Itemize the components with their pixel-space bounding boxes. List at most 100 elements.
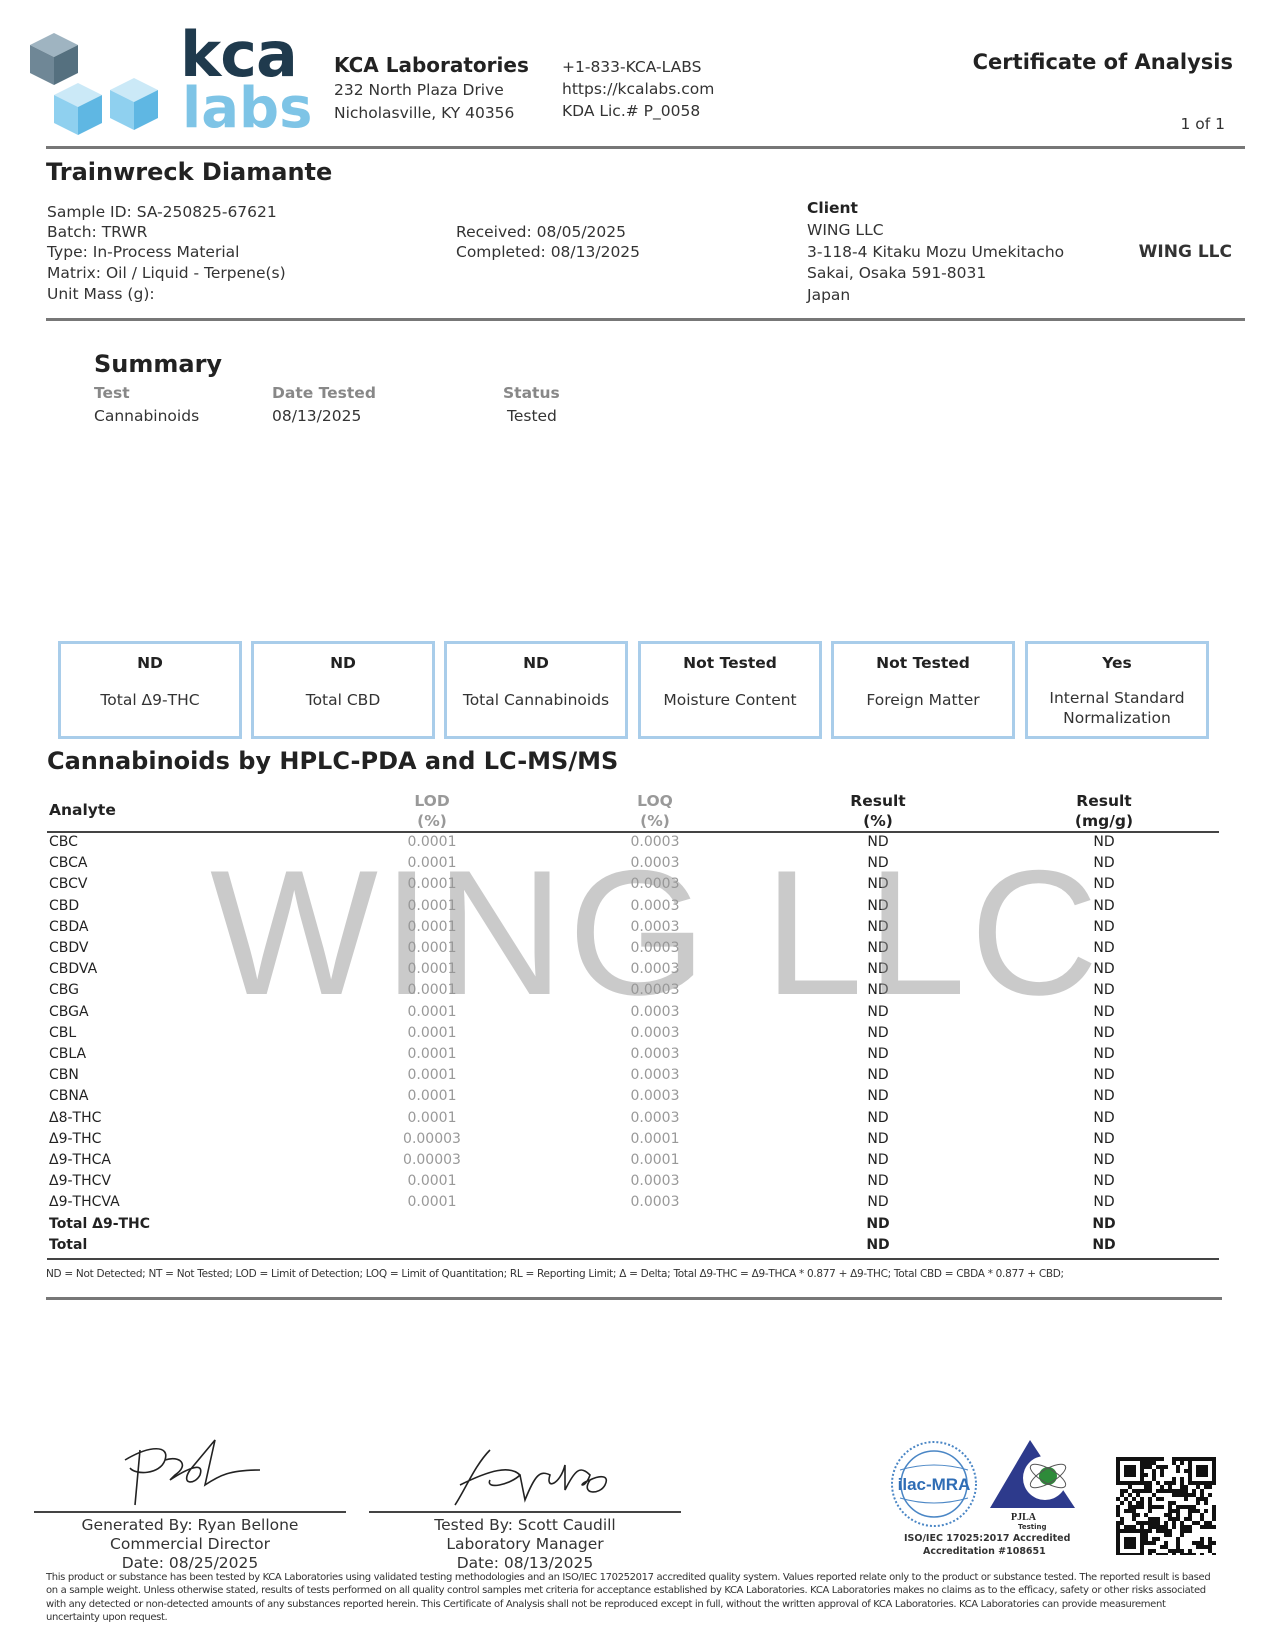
completed-date: Completed: 08/13/2025	[456, 243, 641, 261]
header-analyte: Analyte	[49, 801, 116, 819]
table-row: CBN 0.0001 0.0003 ND ND	[0, 1067, 1262, 1088]
signature-scott-caudill	[454, 1449, 608, 1506]
sample-type: Type: In-Process Material	[47, 243, 240, 261]
table-row: Δ9-THC 0.00003 0.0001 ND ND	[0, 1131, 1262, 1152]
page-number: 1 of 1	[1180, 115, 1225, 133]
client-label: Client	[807, 199, 858, 217]
disclaimer: This product or substance has been teste…	[46, 1572, 1211, 1624]
result-box-internal-standard: Yes Internal Standard Normalization	[1025, 641, 1209, 739]
cell-analyte: CBN	[49, 1067, 79, 1084]
qr-code-icon[interactable]	[1116, 1457, 1216, 1555]
table-row: CBL 0.0001 0.0003 ND ND	[0, 1025, 1262, 1046]
table-row: CBDVA 0.0001 0.0003 ND ND	[0, 961, 1262, 982]
cell-analyte: CBC	[49, 834, 78, 850]
table-row: Δ9-THCA 0.00003 0.0001 ND ND	[0, 1152, 1262, 1173]
result-box-foreign-matter: Not Tested Foreign Matter	[831, 641, 1015, 739]
cell-loq: 0.0003	[630, 1067, 680, 1084]
cell-result-pct: ND	[867, 1173, 889, 1190]
cell-loq: 0.0003	[630, 1109, 680, 1126]
pjla-text: PJLA	[1011, 1512, 1036, 1523]
cell-result-mg: ND	[1093, 1046, 1115, 1062]
box-value: ND	[137, 654, 163, 672]
header-loq-label: LOQ	[637, 792, 673, 810]
lab-address-2: Nicholasville, KY 40356	[334, 104, 515, 122]
cell-result-mg: ND	[1092, 1215, 1116, 1232]
table-row: CBG 0.0001 0.0003 ND ND	[0, 982, 1262, 1003]
signer-date: Date: 08/25/2025	[121, 1554, 259, 1572]
cell-analyte: CBNA	[49, 1088, 89, 1105]
table-row: Δ8-THC 0.0001 0.0003 ND ND	[0, 1110, 1262, 1131]
signer-name: Generated By: Ryan Bellone	[81, 1516, 299, 1534]
cell-lod: 0.0001	[407, 940, 457, 956]
cell-analyte: CBLA	[49, 1046, 87, 1062]
ilac-text: ilac-MRA	[898, 1475, 971, 1494]
logo-kca-text: kca	[180, 18, 298, 91]
box-value: Not Tested	[876, 654, 970, 672]
cell-lod: 0.0001	[407, 1194, 457, 1211]
cell-result-mg: ND	[1093, 876, 1115, 893]
cell-result-pct: ND	[867, 897, 889, 914]
cell-loq: 0.0001	[630, 1152, 680, 1168]
cell-analyte: Δ9-THCA	[49, 1152, 111, 1168]
cell-loq: 0.0003	[630, 897, 680, 914]
cell-loq: 0.0003	[630, 1194, 680, 1211]
header-result-mg: Result (mg/g)	[1054, 791, 1154, 831]
lab-license: KDA Lic.# P_0058	[562, 102, 701, 120]
cell-result-pct: ND	[867, 1088, 889, 1105]
cubes-logo-icon	[30, 33, 158, 135]
cell-lod: 0.0001	[407, 1088, 457, 1105]
sample-name: Trainwreck Diamante	[46, 158, 333, 186]
cell-result-pct: ND	[867, 1003, 889, 1020]
accreditation-line-2: Accreditation #108651	[923, 1546, 1046, 1557]
table-row: CBDV 0.0001 0.0003 ND ND	[0, 940, 1262, 961]
cell-analyte: CBCA	[49, 855, 88, 872]
cell-result-pct: ND	[867, 982, 889, 999]
cell-loq: 0.0003	[630, 940, 680, 956]
cell-analyte: CBGA	[49, 1003, 89, 1020]
ilac-mra-logo-icon: ilac-MRA	[891, 1441, 977, 1527]
cell-result-mg: ND	[1093, 918, 1115, 935]
table-row: CBCA 0.0001 0.0003 ND ND	[0, 855, 1262, 876]
table-bottom-divider	[47, 1258, 1219, 1260]
cell-analyte: CBDV	[49, 940, 89, 956]
summary-header-status: Status	[503, 384, 560, 402]
cell-loq: 0.0003	[630, 1046, 680, 1062]
header-loq-unit: (%)	[640, 812, 670, 830]
result-box-total-cannabinoids: ND Total Cannabinoids	[444, 641, 628, 739]
cell-result-pct: ND	[867, 1152, 889, 1168]
box-label: Total CBD	[305, 691, 381, 709]
cell-lod: 0.0001	[407, 1024, 457, 1041]
signature-block-generated: Generated By: Ryan Bellone Commercial Dir…	[34, 1511, 346, 1573]
header-loq: LOQ (%)	[605, 791, 705, 831]
sample-batch: Batch: TRWR	[47, 223, 148, 241]
cell-loq: 0.0003	[630, 918, 680, 935]
cell-result-mg: ND	[1093, 834, 1115, 850]
result-box-total-thc: ND Total Δ9-THC	[58, 641, 242, 739]
cell-result-pct: ND	[866, 1215, 890, 1232]
cell-lod: 0.0001	[407, 876, 457, 893]
cell-lod: 0.0001	[407, 918, 457, 935]
cell-result-mg: ND	[1093, 1088, 1115, 1105]
lab-website[interactable]: https://kcalabs.com	[562, 80, 715, 98]
cell-loq: 0.0003	[630, 982, 680, 999]
cell-result-mg: ND	[1093, 1173, 1115, 1190]
signer-title: Laboratory Manager	[446, 1535, 604, 1553]
cell-result-mg: ND	[1093, 1024, 1115, 1041]
box-label: Total Δ9-THC	[100, 691, 200, 709]
summary-header-test: Test	[94, 384, 130, 402]
cell-analyte: CBG	[49, 982, 79, 999]
cell-lod: 0.0001	[407, 961, 457, 978]
cell-lod: 0.0001	[407, 1046, 457, 1062]
client-address-1: 3-118-4 Kitaku Mozu Umekitacho	[807, 243, 1065, 261]
cell-loq: 0.0003	[630, 1173, 680, 1190]
cell-analyte: CBL	[49, 1024, 77, 1041]
cell-loq: 0.0003	[630, 855, 680, 872]
header-result-mg-label: Result	[1076, 792, 1132, 810]
table-row: Δ9-THCVA 0.0001 0.0003 ND ND	[0, 1194, 1262, 1215]
footnote: ND = Not Detected; NT = Not Tested; LOD …	[46, 1268, 1064, 1280]
accreditation-line-1: ISO/IEC 17025:2017 Accredited	[904, 1533, 1071, 1544]
header-result-mg-unit: (mg/g)	[1074, 812, 1134, 830]
summary-header-date: Date Tested	[272, 384, 376, 402]
table-row: CBLA 0.0001 0.0003 ND ND	[0, 1046, 1262, 1067]
cell-result-pct: ND	[867, 834, 889, 850]
